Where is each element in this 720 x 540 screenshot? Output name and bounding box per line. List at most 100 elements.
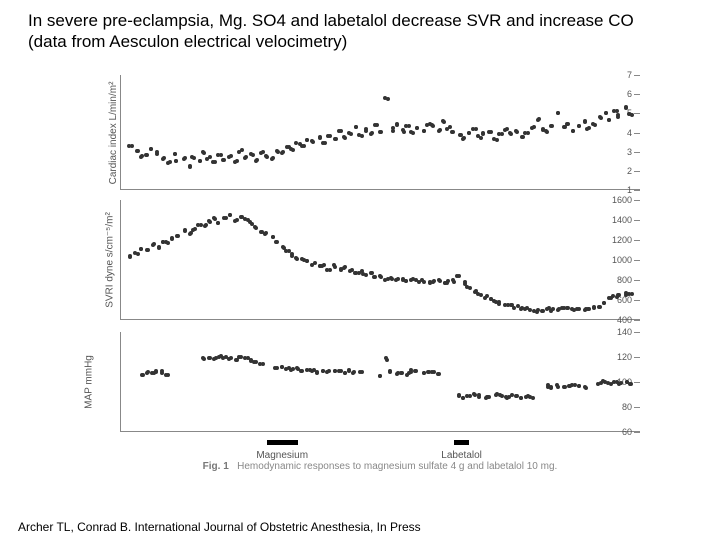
panel-cardiac_index: 1234567Cardiac index L/min/m² [120, 75, 640, 190]
slide-title: In severe pre-eclampsia, Mg. SO4 and lab… [28, 10, 688, 53]
ylabel-map: MAP mmHg [83, 355, 94, 409]
data-point [474, 127, 478, 131]
data-point [437, 129, 441, 133]
data-point [436, 372, 440, 376]
data-point [549, 385, 553, 389]
ytick: 100 [634, 382, 640, 383]
data-point [481, 132, 485, 136]
data-point [378, 374, 382, 378]
data-point [192, 156, 196, 160]
drug-label-labetalol: Labetalol [441, 450, 482, 461]
data-point [139, 247, 143, 251]
data-point [477, 395, 481, 399]
data-point [383, 278, 387, 282]
ytick: 120 [634, 357, 640, 358]
data-point [607, 118, 611, 122]
ytick: 1000 [634, 260, 640, 261]
data-point [183, 229, 187, 233]
data-point [145, 153, 149, 157]
data-point [565, 122, 569, 126]
data-point [343, 265, 347, 269]
drug-bar-magnesium [267, 440, 298, 445]
data-point [291, 148, 295, 152]
data-point [422, 129, 426, 133]
drug-bar-labetalol [454, 440, 470, 445]
ytick-label: 80 [622, 402, 632, 412]
data-point [318, 136, 322, 140]
ytick: 400 [634, 320, 640, 321]
data-point [305, 368, 309, 372]
data-point [334, 137, 338, 141]
figure-caption: Fig. 1 Hemodynamic responses to magnesiu… [120, 461, 640, 472]
ytick-label: 1600 [612, 195, 632, 205]
data-point [497, 302, 501, 306]
data-point [135, 149, 139, 153]
drug-label-magnesium: Magnesium [256, 450, 308, 461]
data-point [357, 133, 361, 137]
data-point [523, 307, 527, 311]
data-point [310, 139, 314, 143]
ytick: 6 [634, 94, 640, 95]
data-point [401, 128, 405, 132]
data-point [616, 113, 620, 117]
data-point [492, 137, 496, 141]
data-point [358, 370, 362, 374]
panel-svri: 4006008001000120014001600SVRI dyne s/cm⁻… [120, 200, 640, 320]
data-point [583, 385, 587, 389]
ytick-label: 400 [617, 315, 632, 325]
title-line-2: (data from Aesculon electrical velocimet… [28, 32, 347, 51]
data-point [472, 392, 476, 396]
data-point [577, 384, 581, 388]
citation-text: Archer TL, Conrad B. International Journ… [18, 520, 421, 534]
ytick-label: 1400 [612, 215, 632, 225]
data-point [164, 373, 168, 377]
data-point [378, 130, 382, 134]
data-point [361, 272, 365, 276]
data-point [202, 357, 206, 361]
data-point [188, 165, 192, 169]
data-point [375, 123, 379, 127]
data-point [216, 221, 220, 225]
slide-root: In severe pre-eclampsia, Mg. SO4 and lab… [0, 0, 720, 540]
data-point [347, 131, 351, 135]
figure-caption-text: Hemodynamic responses to magnesium sulfa… [237, 461, 557, 472]
data-point [409, 278, 413, 282]
data-point [199, 223, 203, 227]
data-point [520, 135, 524, 139]
data-point [265, 155, 269, 159]
data-point [549, 309, 553, 313]
data-point [598, 305, 602, 309]
ytick: 5 [634, 113, 640, 114]
data-point [451, 130, 455, 134]
plot-cardiac_index: 1234567 [120, 75, 640, 190]
data-point [508, 131, 512, 135]
data-point [629, 382, 633, 386]
data-point [535, 310, 539, 314]
ylabel-svri: SVRI dyne s/cm⁻⁵/m² [104, 212, 115, 308]
data-point [160, 369, 164, 373]
data-point [413, 369, 417, 373]
data-point [492, 299, 496, 303]
data-point [624, 105, 628, 109]
data-point [240, 148, 244, 152]
data-point [219, 153, 223, 157]
data-point [305, 259, 309, 263]
panel-map: 6080100120140MagnesiumLabetalolMAP mmHg [120, 332, 640, 432]
data-point [468, 286, 472, 290]
ytick-label: 4 [627, 128, 632, 138]
data-point [389, 276, 393, 280]
data-point [395, 122, 399, 126]
data-point [446, 279, 450, 283]
data-point [325, 370, 329, 374]
data-point [498, 393, 502, 397]
figure-caption-bold: Fig. 1 [203, 461, 229, 472]
data-point [320, 264, 324, 268]
data-point [337, 129, 341, 133]
data-point [284, 249, 288, 253]
data-point [352, 370, 356, 374]
ytick-label: 1000 [612, 255, 632, 265]
data-point [157, 246, 161, 250]
ytick-label: 1200 [612, 235, 632, 245]
data-point [409, 130, 413, 134]
data-point [323, 141, 327, 145]
